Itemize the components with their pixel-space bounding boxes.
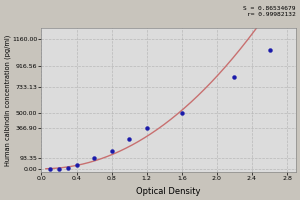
Point	[92, 157, 97, 160]
Point	[57, 167, 62, 170]
Point	[144, 126, 149, 129]
Text: S = 0.86534679
r= 0.99982132: S = 0.86534679 r= 0.99982132	[243, 6, 296, 17]
Point	[179, 111, 184, 115]
Point	[267, 49, 272, 52]
Point	[127, 137, 132, 140]
X-axis label: Optical Density: Optical Density	[136, 187, 201, 196]
Point	[232, 76, 237, 79]
Y-axis label: Human calbindin concentration (pg/ml): Human calbindin concentration (pg/ml)	[4, 34, 11, 166]
Point	[48, 167, 52, 170]
Point	[109, 149, 114, 153]
Point	[74, 164, 79, 167]
Point	[65, 166, 70, 169]
